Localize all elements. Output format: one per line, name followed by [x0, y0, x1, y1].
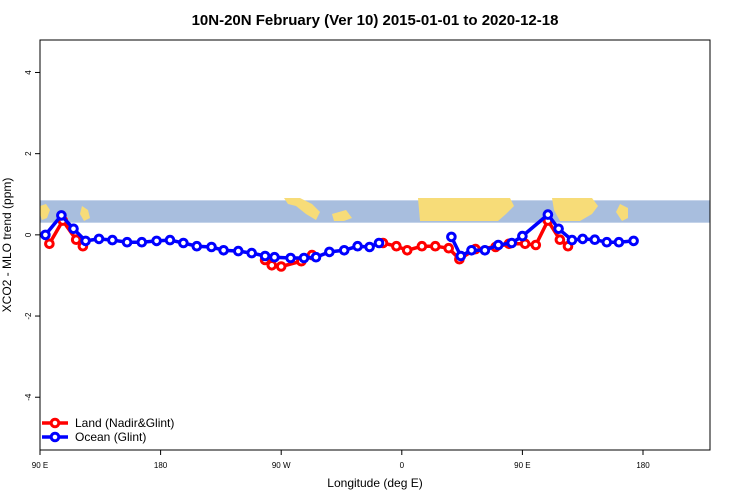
data-point — [80, 235, 91, 247]
data-point — [324, 246, 335, 258]
x-tick-label: 0 — [400, 461, 405, 470]
data-point — [601, 236, 613, 248]
y-tick-label: 2 — [24, 151, 33, 156]
plot-frame — [39, 39, 711, 451]
data-point — [310, 251, 322, 263]
data-point — [298, 252, 310, 264]
legend-marker — [49, 431, 61, 443]
world-map-band — [40, 198, 710, 223]
data-point — [206, 241, 217, 253]
map-land-islands-east — [616, 204, 628, 221]
data-point — [275, 261, 287, 272]
data-point — [136, 236, 148, 248]
legend-label: Land (Nadir&Glint) — [75, 416, 174, 430]
map-ocean — [40, 200, 710, 223]
data-point — [553, 223, 564, 235]
data-point — [577, 233, 589, 245]
x-tick-label: 180 — [636, 461, 650, 470]
data-point — [151, 235, 162, 247]
data-point — [554, 234, 566, 245]
data-point — [44, 238, 55, 250]
data-point — [391, 240, 402, 252]
x-tick-label: 90 E — [514, 461, 530, 470]
series-ocean — [40, 209, 639, 264]
x-tick-label: 90 W — [272, 461, 291, 470]
data-point — [191, 240, 203, 252]
data-point — [218, 245, 229, 256]
data-point — [493, 239, 504, 251]
legend-label: Ocean (Glint) — [75, 430, 146, 444]
data-point — [613, 236, 625, 248]
data-point — [259, 250, 271, 262]
data-point — [446, 231, 457, 243]
data-point — [506, 237, 518, 249]
y-axis-label: XCO2 - MLO trend (ppm) — [0, 178, 14, 313]
map-land-islands-west — [80, 206, 90, 221]
legend: Land (Nadir&Glint)Ocean (Glint) — [42, 416, 174, 444]
y-axis: -4 -2 0 2 4 — [24, 70, 40, 401]
data-point — [364, 241, 375, 253]
y-tick-label: -4 — [24, 393, 33, 401]
map-land-africa — [418, 198, 514, 221]
data-point — [269, 251, 280, 263]
data-point — [401, 245, 413, 256]
data-point — [40, 229, 51, 241]
y-tick-label: 4 — [24, 70, 33, 75]
data-point — [443, 242, 455, 254]
x-axis-label: Longitude (deg E) — [327, 476, 422, 490]
map-land-america-south — [332, 210, 352, 221]
data-point — [517, 230, 528, 242]
data-point — [466, 245, 477, 256]
y-tick-label: 0 — [24, 232, 33, 237]
data-point — [121, 236, 133, 248]
data-point — [285, 252, 296, 264]
data-point — [246, 247, 257, 259]
data-point — [589, 234, 601, 245]
map-land-asia-east — [552, 198, 598, 221]
map-land-asia-west — [40, 204, 50, 220]
chart-title: 10N-20N February (Ver 10) 2015-01-01 to … — [192, 12, 559, 29]
y-tick-label: -2 — [24, 312, 33, 320]
data-point — [566, 234, 578, 246]
data-point — [542, 209, 554, 220]
data-point — [93, 233, 105, 245]
data-point — [266, 260, 278, 271]
data-point — [338, 245, 350, 256]
data-point — [56, 210, 67, 221]
data-point — [373, 237, 385, 249]
x-tick-label: 180 — [154, 461, 168, 470]
data-point — [70, 234, 82, 245]
map-land-america-north — [284, 198, 320, 220]
data-point — [68, 223, 79, 235]
data-point — [178, 237, 189, 249]
data-point — [479, 245, 491, 256]
x-axis: 90 E 180 90 W 0 90 E 180 — [32, 450, 650, 470]
data-point — [107, 234, 118, 246]
x-tick-label: 90 E — [32, 461, 48, 470]
data-point — [352, 240, 363, 252]
data-point — [628, 235, 639, 247]
data-point — [430, 240, 441, 252]
series-layer — [40, 209, 639, 272]
data-point — [164, 234, 176, 246]
data-point — [530, 239, 542, 251]
data-point — [233, 245, 244, 257]
data-point — [416, 240, 428, 252]
data-point — [455, 250, 467, 262]
legend-marker — [49, 417, 61, 429]
